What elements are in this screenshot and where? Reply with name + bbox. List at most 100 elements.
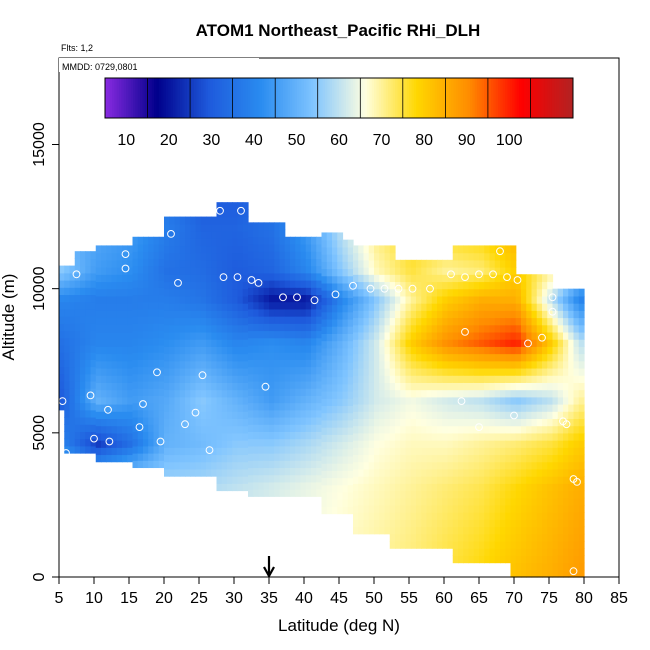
heatmap-cell — [358, 425, 365, 434]
heatmap-cell — [143, 445, 149, 454]
heatmap-cell — [169, 252, 176, 261]
heatmap-cell — [200, 288, 207, 297]
heatmap-cell — [536, 288, 543, 297]
heatmap-cell — [316, 265, 323, 274]
heatmap-cell — [127, 331, 134, 340]
heatmap-cell — [332, 376, 338, 385]
heatmap-cell — [321, 304, 328, 313]
heatmap-cell — [132, 352, 139, 360]
heatmap-cell — [505, 288, 512, 297]
heatmap-cell — [185, 339, 191, 347]
heatmap-cell — [410, 454, 417, 463]
heatmap-cell — [332, 282, 338, 291]
colorbar-segment — [193, 78, 197, 118]
heatmap-cell — [442, 519, 449, 528]
heatmap-cell — [563, 396, 569, 405]
heatmap-cell — [405, 375, 412, 383]
heatmap-cell — [405, 259, 412, 268]
heatmap-cell — [447, 411, 454, 420]
colorbar-segment — [189, 78, 193, 118]
heatmap-cell — [284, 474, 291, 483]
heatmap-cell — [248, 416, 254, 425]
heatmap-cell — [122, 404, 128, 412]
heatmap-cell — [148, 243, 155, 252]
heatmap-cell — [505, 274, 512, 283]
heatmap-cell — [484, 331, 491, 340]
heatmap-cell — [164, 432, 170, 441]
heatmap-cell — [190, 245, 197, 254]
heatmap-cell — [536, 483, 543, 492]
heatmap-cell — [452, 360, 459, 369]
heatmap-cell — [526, 497, 533, 506]
heatmap-cell — [321, 434, 328, 443]
heatmap-cell — [479, 461, 485, 470]
heatmap-cell — [557, 519, 564, 528]
heatmap-cell — [568, 533, 575, 542]
heatmap-cell — [253, 258, 260, 267]
observation-point — [279, 293, 287, 302]
heatmap-cell — [473, 447, 480, 456]
heatmap-cell — [389, 295, 396, 304]
x-tick-label: 40 — [295, 590, 313, 607]
heatmap-cell — [347, 254, 354, 262]
heatmap-cell — [536, 569, 543, 578]
heatmap-cell — [526, 396, 533, 405]
heatmap-cell — [153, 380, 160, 389]
heatmap-cell — [463, 548, 470, 556]
heatmap-cell — [563, 295, 569, 304]
heatmap-cell — [185, 396, 191, 405]
heatmap-cell — [353, 274, 359, 283]
heatmap-cell — [321, 391, 328, 399]
heatmap-cell — [347, 290, 354, 298]
heatmap-cell — [484, 303, 491, 311]
heatmap-cell — [316, 460, 323, 469]
heatmap-cell — [321, 268, 328, 277]
heatmap-cell — [274, 474, 281, 483]
heatmap-cell — [510, 504, 517, 513]
heatmap-cell — [195, 454, 202, 463]
heatmap-cell — [431, 454, 438, 463]
heatmap-cell — [536, 504, 543, 513]
heatmap-cell — [463, 555, 470, 564]
heatmap-cell — [505, 324, 512, 333]
heatmap-cell — [242, 324, 249, 333]
heatmap-cell — [95, 252, 102, 261]
heatmap-cell — [169, 396, 176, 405]
heatmap-cell — [263, 438, 270, 447]
heatmap-cell — [300, 366, 307, 375]
heatmap-cell — [473, 526, 480, 535]
heatmap-cell — [74, 359, 81, 368]
heatmap-cell — [405, 440, 412, 448]
heatmap-cell — [452, 288, 459, 297]
heatmap-cell — [468, 389, 475, 398]
heatmap-cell — [500, 303, 506, 311]
heatmap-cell — [437, 267, 443, 275]
heatmap-cell — [479, 497, 485, 506]
heatmap-cell — [494, 432, 501, 441]
heatmap-cell — [473, 317, 480, 326]
heatmap-cell — [458, 288, 464, 297]
heatmap-cell — [95, 317, 102, 326]
heatmap-cell — [431, 476, 438, 484]
heatmap-cell — [379, 375, 386, 383]
heatmap-cell — [248, 366, 254, 375]
heatmap-cell — [300, 474, 307, 483]
colorbar-tick-label: 20 — [160, 132, 178, 149]
heatmap-cell — [510, 440, 517, 448]
heatmap-cell — [179, 418, 186, 427]
heatmap-cell — [542, 569, 548, 578]
heatmap-cell — [237, 223, 244, 232]
heatmap-cell — [400, 440, 407, 448]
heatmap-cell — [316, 258, 323, 267]
heatmap-cell — [242, 339, 249, 347]
heatmap-cell — [410, 461, 417, 470]
heatmap-cell — [137, 409, 144, 418]
heatmap-cell — [463, 259, 470, 268]
colorbar-segment — [266, 78, 270, 118]
heatmap-cell — [211, 238, 218, 247]
heatmap-cell — [284, 337, 291, 346]
heatmap-cell — [174, 317, 181, 326]
heatmap-cell — [363, 331, 370, 340]
heatmap-cell — [353, 288, 359, 297]
heatmap-cell — [494, 418, 501, 427]
